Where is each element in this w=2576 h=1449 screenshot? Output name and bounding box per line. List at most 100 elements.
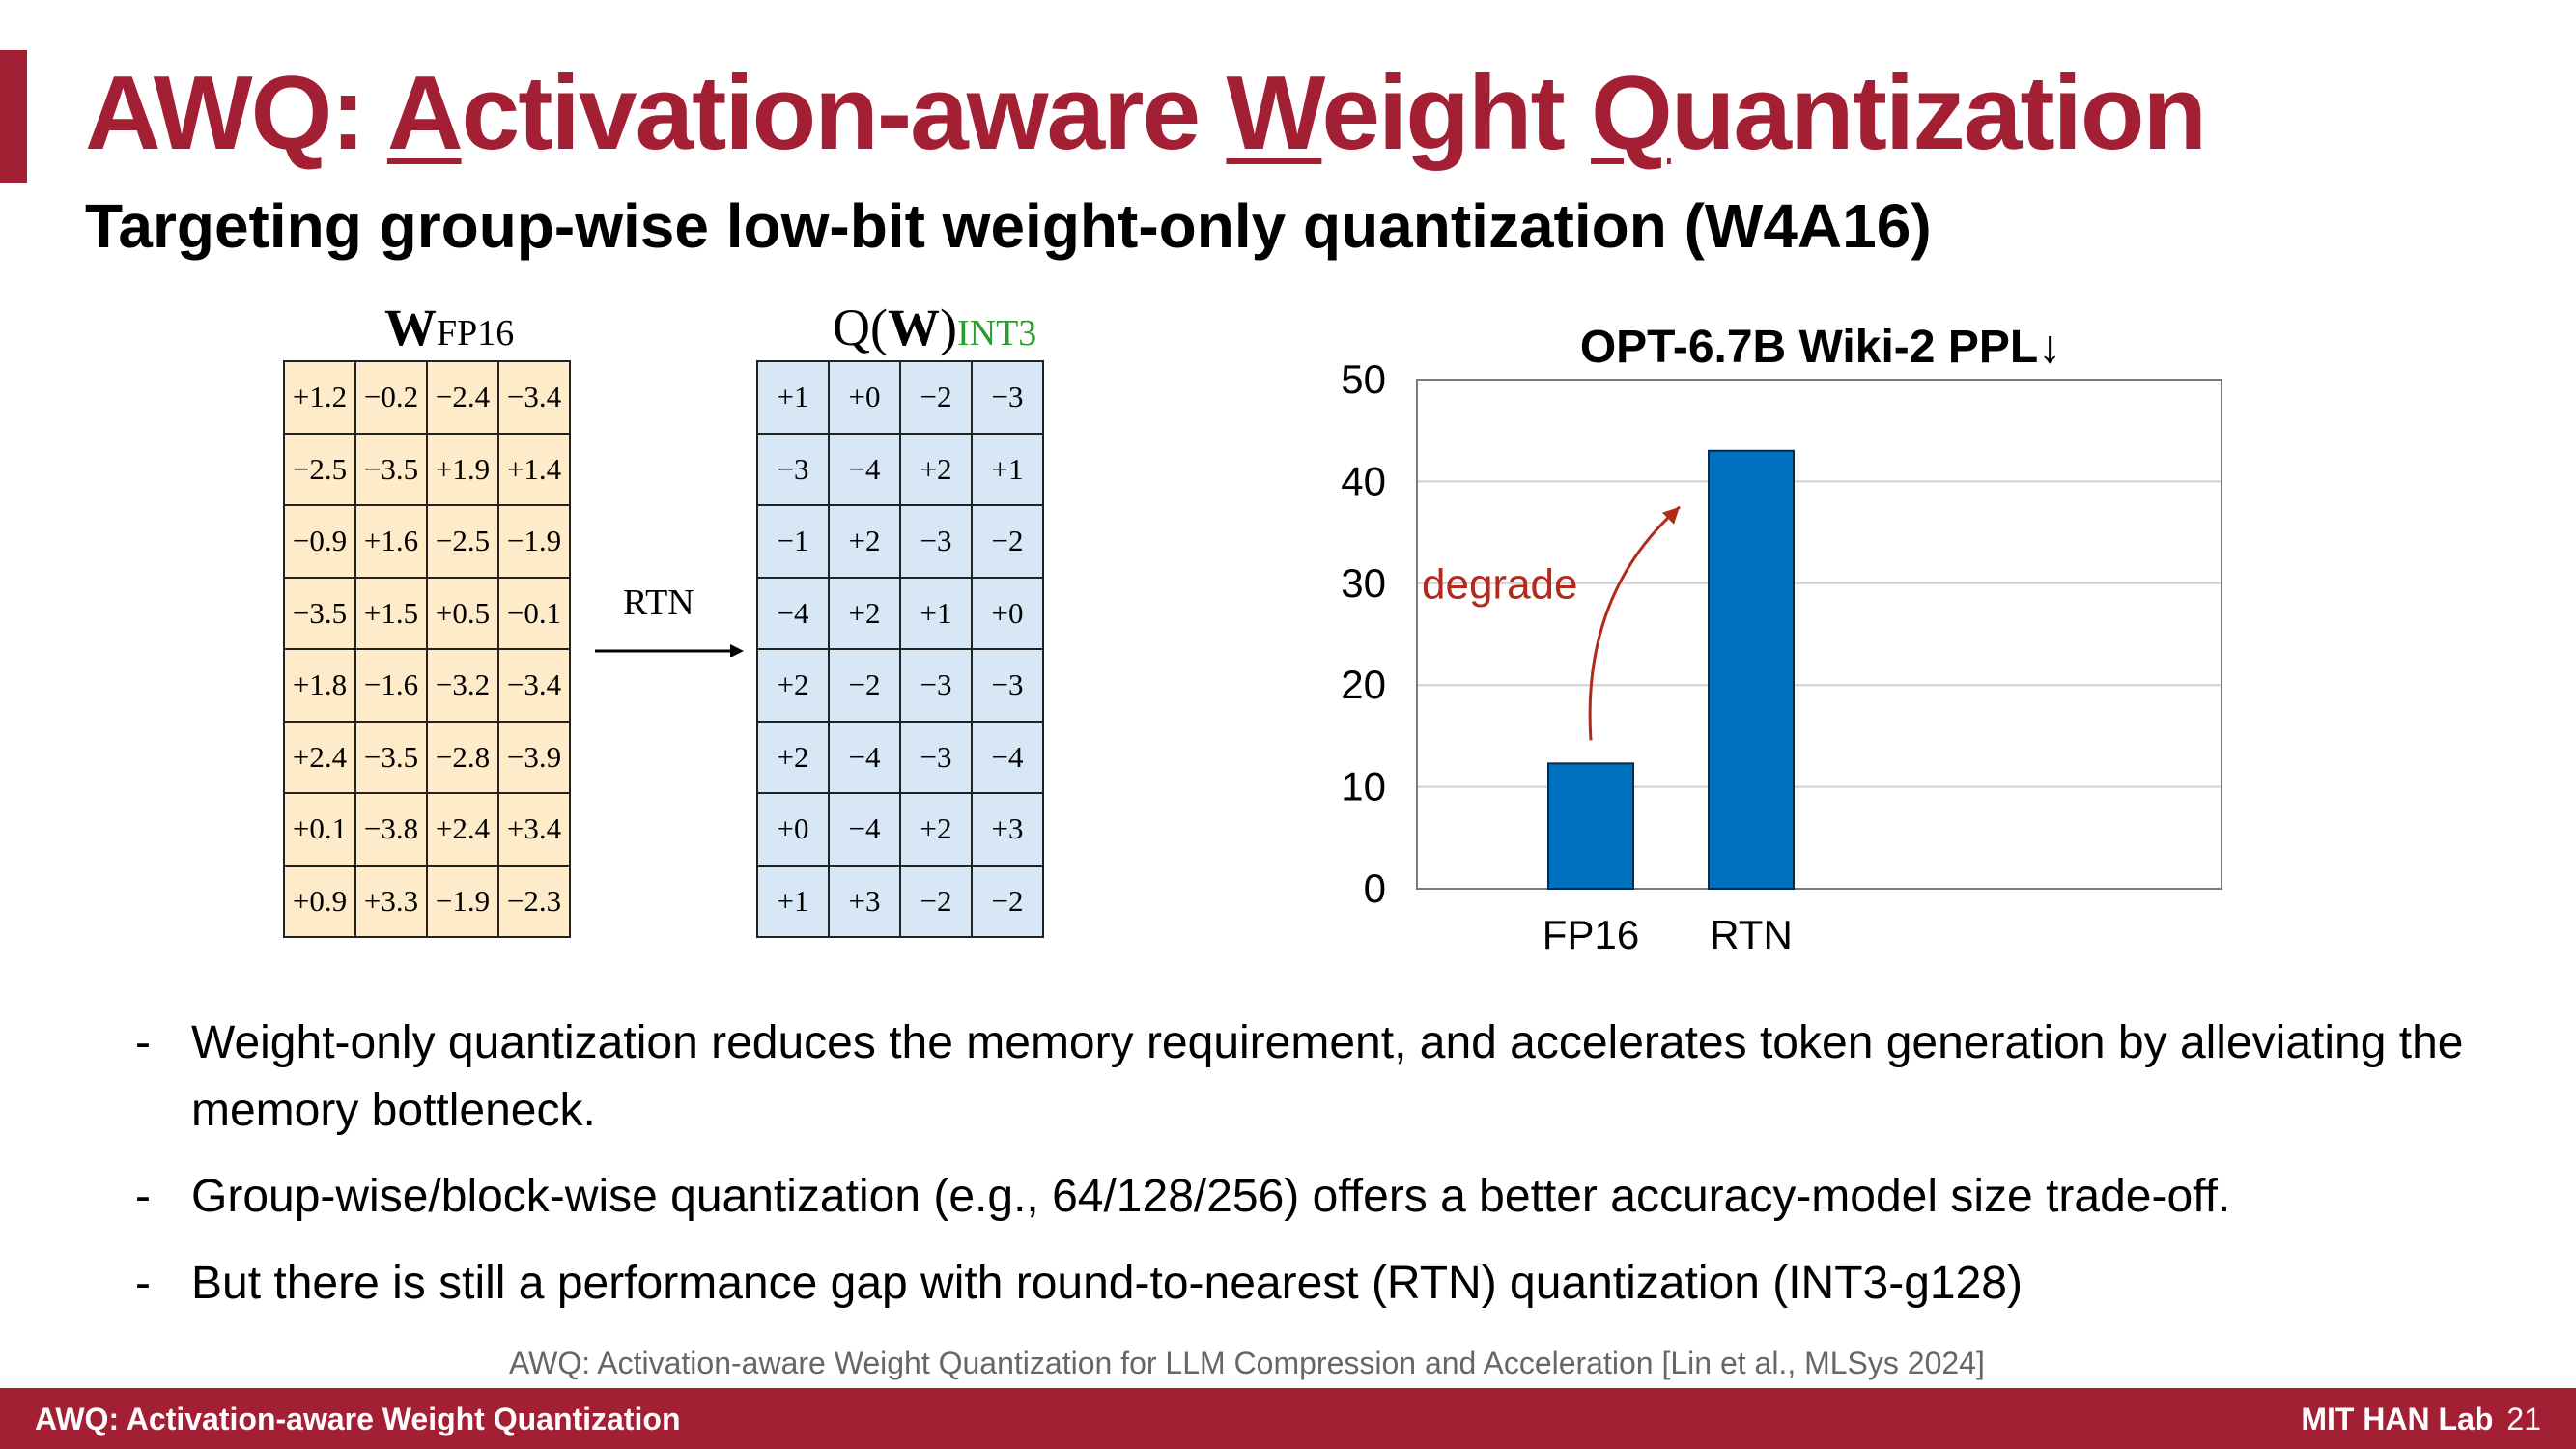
- fp16-cell: −2.8: [426, 720, 499, 794]
- chart-plot-frame: [1416, 379, 2222, 890]
- int3-row: +0 −4 +2 +3: [756, 792, 1044, 867]
- int3-row: +2 −2 −3 −3: [756, 648, 1044, 723]
- int3-cell: +2: [828, 504, 901, 579]
- y-tick-label: 0: [1364, 866, 1386, 911]
- degrade-arrowhead: [1662, 506, 1680, 525]
- fp16-cell: −1.9: [426, 864, 499, 938]
- int3-cell: +0: [971, 576, 1044, 650]
- footer-lab-name: MIT HAN Lab: [2301, 1402, 2494, 1436]
- int3-cell: −4: [828, 432, 901, 506]
- int3-row: −4 +2 +1 +0: [756, 576, 1044, 650]
- int3-cell: −4: [971, 720, 1044, 794]
- int3-cell: −3: [971, 360, 1044, 435]
- fp16-row: +1.2 −0.2 −2.4 −3.4: [283, 360, 571, 435]
- int3-cell: +0: [828, 360, 901, 435]
- int3-matrix-label: Q(W)INT3: [833, 298, 1037, 356]
- bullet-text: Weight-only quantization reduces the mem…: [191, 1017, 2464, 1136]
- footer-right: MIT HAN Lab 21: [2301, 1402, 2541, 1437]
- int3-row: +2 −4 −3 −4: [756, 720, 1044, 794]
- fp16-cell: −3.9: [497, 720, 571, 794]
- x-category-label: FP16: [1543, 912, 1639, 957]
- int3-cell: +3: [828, 864, 901, 938]
- int3-cell: −4: [756, 576, 830, 650]
- fp16-matrix-label: WFP16: [384, 298, 515, 356]
- y-tick-label: 20: [1341, 662, 1386, 707]
- fp16-cell: −0.1: [497, 576, 571, 650]
- fp16-row: −3.5 +1.5 +0.5 −0.1: [283, 576, 571, 650]
- fp16-cell: −3.5: [283, 576, 356, 650]
- fp16-row: +2.4 −3.5 −2.8 −3.9: [283, 720, 571, 794]
- fp16-cell: −3.5: [354, 720, 428, 794]
- y-tick-label: 50: [1341, 356, 1386, 402]
- fp16-cell: −1.6: [354, 648, 428, 723]
- int3-cell: +1: [899, 576, 973, 650]
- fp16-cell: +3.3: [354, 864, 428, 938]
- int3-weight-matrix: +1 +0 −2 −3 −3 −4 +2 +1 −1 +2 −3 −2 −4 +2 +1 +0 +2 −2 −3 −3…: [756, 360, 1044, 938]
- fp16-row: +0.9 +3.3 −1.9 −2.3: [283, 864, 571, 938]
- fp16-cell: +0.5: [426, 576, 499, 650]
- int3-cell: −4: [828, 792, 901, 867]
- x-category-label: RTN: [1710, 912, 1793, 957]
- fp16-row: −2.5 −3.5 +1.9 +1.4: [283, 432, 571, 506]
- int3-cell: +0: [756, 792, 830, 867]
- int3-cell: +1: [756, 360, 830, 435]
- rtn-label: RTN: [623, 582, 694, 623]
- degrade-annotation: degrade: [1422, 561, 1577, 609]
- int3-row: +1 +0 −2 −3: [756, 360, 1044, 435]
- fp16-cell: −3.8: [354, 792, 428, 867]
- bullet-dash: -: [135, 1257, 151, 1309]
- fp16-cell: +1.4: [497, 432, 571, 506]
- bullet-item: - But there is still a performance gap wi…: [135, 1250, 2492, 1318]
- fp16-cell: +3.4: [497, 792, 571, 867]
- fp16-cell: −2.5: [426, 504, 499, 579]
- int3-cell: +2: [756, 720, 830, 794]
- int3-cell: −2: [899, 360, 973, 435]
- fp16-cell: +1.8: [283, 648, 356, 723]
- int3-row: −3 −4 +2 +1: [756, 432, 1044, 506]
- fp16-cell: +0.1: [283, 792, 356, 867]
- rtn-arrow-icon: [595, 644, 744, 657]
- int3-cell: −3: [899, 648, 973, 723]
- fp16-cell: −3.2: [426, 648, 499, 723]
- page-title: AWQ: Activation-aware Weight Quantizatio…: [85, 54, 2207, 172]
- int3-cell: −1: [756, 504, 830, 579]
- fp16-cell: +2.4: [426, 792, 499, 867]
- bullet-dash: -: [135, 1171, 151, 1223]
- fp16-cell: +1.9: [426, 432, 499, 506]
- fp16-cell: −3.4: [497, 648, 571, 723]
- fp16-row: −0.9 +1.6 −2.5 −1.9: [283, 504, 571, 579]
- bullet-list: - Weight-only quantization reduces the me…: [135, 1009, 2492, 1336]
- fp16-cell: −3.4: [497, 360, 571, 435]
- ppl-bar-chart: 0 10 20 30 40 50 FP16 RTN degrade: [1341, 356, 2222, 957]
- bullet-text: But there is still a performance gap wit…: [191, 1257, 2023, 1309]
- int3-cell: −2: [828, 648, 901, 723]
- degrade-arrow: [1588, 505, 1681, 741]
- fp16-cell: −2.4: [426, 360, 499, 435]
- int3-cell: −3: [899, 720, 973, 794]
- int3-cell: +2: [899, 792, 973, 867]
- title-accent-bar: [0, 50, 27, 183]
- bullet-item: - Weight-only quantization reduces the me…: [135, 1009, 2492, 1144]
- fp16-cell: −2.5: [283, 432, 356, 506]
- int3-cell: +2: [828, 576, 901, 650]
- fp16-cell: +1.2: [283, 360, 356, 435]
- int3-cell: +1: [756, 864, 830, 938]
- int3-cell: +2: [899, 432, 973, 506]
- int3-cell: +2: [756, 648, 830, 723]
- fp16-cell: −0.9: [283, 504, 356, 579]
- page-number: 21: [2506, 1402, 2541, 1436]
- fp16-cell: +1.5: [354, 576, 428, 650]
- bullet-dash: -: [135, 1017, 151, 1068]
- chart-bar-fp16: [1547, 762, 1634, 890]
- bullet-item: - Group-wise/block-wise quantization (e.g…: [135, 1163, 2492, 1231]
- int3-row: +1 +3 −2 −2: [756, 864, 1044, 938]
- page-subtitle: Targeting group-wise low-bit weight-only…: [85, 191, 1932, 261]
- int3-cell: +3: [971, 792, 1044, 867]
- fp16-cell: +0.9: [283, 864, 356, 938]
- int3-cell: −3: [899, 504, 973, 579]
- fp16-weight-matrix: +1.2 −0.2 −2.4 −3.4 −2.5 −3.5 +1.9 +1.4 −0.9 +1.6…: [283, 360, 571, 938]
- int3-cell: −2: [971, 504, 1044, 579]
- int3-cell: −4: [828, 720, 901, 794]
- bullet-text: Group-wise/block-wise quantization (e.g.…: [191, 1171, 2231, 1223]
- int3-cell: −3: [971, 648, 1044, 723]
